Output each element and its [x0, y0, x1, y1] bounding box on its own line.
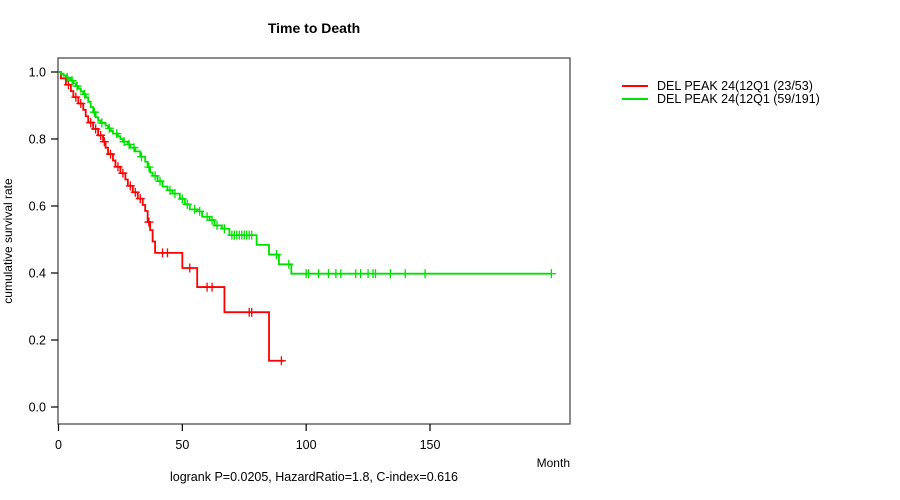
legend-entry: DEL PEAK 24(12Q1 (23/53): [622, 79, 820, 93]
chart-title: Time to Death: [267, 20, 361, 36]
y-axis-label: cumulative survival rate: [1, 178, 15, 304]
y-axis: 0.0 0.2 0.4 0.6 0.8 1.0: [29, 65, 58, 414]
legend-label-green: DEL PEAK 24(12Q1 (59/191): [657, 92, 820, 107]
censor-marks: [63, 80, 286, 366]
censor-marks: [62, 72, 556, 279]
y-tick-label: 1.0: [29, 65, 46, 79]
y-tick-label: 0.0: [29, 400, 46, 414]
stats-footer: logrank P=0.0205, HazardRatio=1.8, C-ind…: [169, 470, 459, 484]
km-step-curve: [58, 71, 552, 275]
km-curve-series-0: [58, 71, 286, 366]
y-tick-label: 0.8: [29, 132, 46, 146]
x-tick-label: 100: [296, 438, 317, 452]
green-line-swatch: [622, 98, 648, 101]
legend-label-red: DEL PEAK 24(12Q1 (23/53): [657, 78, 813, 93]
y-tick-label: 0.4: [29, 266, 46, 280]
plot-box: [57, 57, 571, 425]
x-tick-label: 50: [175, 438, 189, 452]
x-axis-label: Month: [536, 456, 570, 470]
km-curve-series-1: [58, 71, 556, 279]
y-tick-label: 0.6: [29, 199, 46, 213]
legend: DEL PEAK 24(12Q1 (23/53) DEL PEAK 24(12Q…: [622, 79, 820, 106]
legend-entry: DEL PEAK 24(12Q1 (59/191): [622, 92, 820, 107]
x-tick-label: 150: [420, 438, 441, 452]
y-tick-label: 0.2: [29, 333, 46, 347]
km-step-curve: [58, 71, 284, 362]
x-axis: 0 50 100 150: [55, 424, 440, 452]
x-tick-label: 0: [55, 438, 62, 452]
red-line-swatch: [622, 84, 648, 87]
